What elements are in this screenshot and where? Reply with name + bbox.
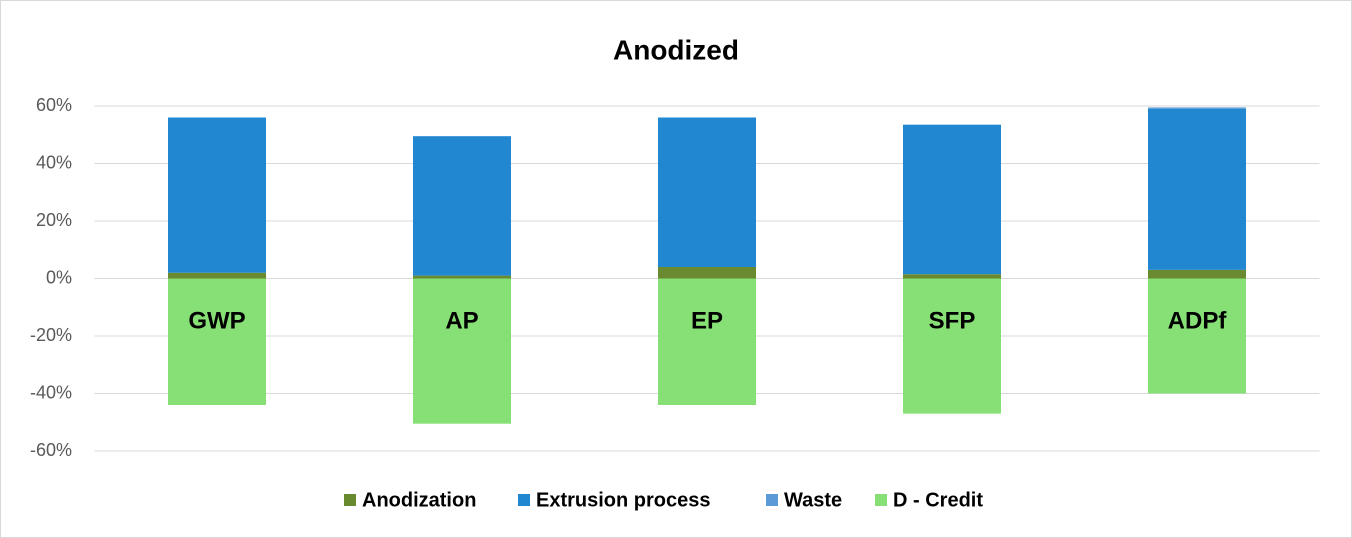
category-label: AP [445,307,478,334]
category-label: SFP [929,307,976,334]
bar-segment [168,117,266,273]
legend-label: Waste [784,489,842,511]
bar-segment [1148,107,1246,109]
bar-segment [903,124,1001,275]
legend-label: D - Credit [893,489,983,511]
bar-segment [168,272,266,279]
y-tick-label: 40% [36,152,72,172]
bar-segment [658,278,756,405]
legend-label: Extrusion process [536,489,711,511]
y-tick-label: 60% [36,95,72,115]
bar-segment [1148,269,1246,279]
bar-segment [168,278,266,405]
chart-title: Anodized [613,34,739,65]
category-label: EP [691,307,723,334]
legend-swatch [875,494,887,506]
bar-segment [658,117,756,267]
legend-label: Anodization [362,489,476,511]
bar-segment [658,267,756,279]
bar-segment [413,275,511,279]
y-tick-label: -40% [30,382,72,402]
y-tick-label: -60% [30,440,72,460]
legend-swatch [766,494,778,506]
bar-segment [413,136,511,276]
legend-swatch [518,494,530,506]
bar-segment [1148,108,1246,270]
y-tick-label: 0% [46,267,72,287]
category-label: GWP [188,307,245,334]
bar-segment [903,278,1001,414]
y-tick-label: -20% [30,325,72,345]
y-tick-label: 20% [36,210,72,230]
legend-swatch [344,494,356,506]
bar-segment [413,278,511,424]
bar-segment [1148,278,1246,394]
category-label: ADPf [1168,307,1228,334]
bar-segment [903,274,1001,279]
